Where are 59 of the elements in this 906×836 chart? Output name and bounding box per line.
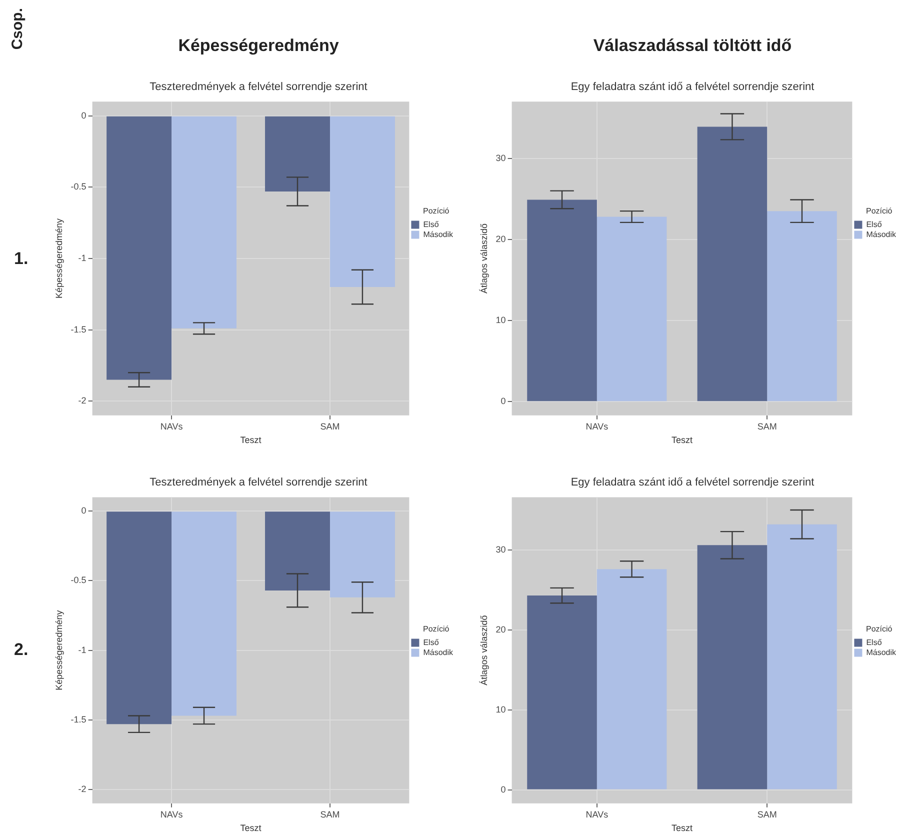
legend-label: Második bbox=[423, 230, 454, 240]
y-axis-title: Képességeredmény bbox=[54, 218, 64, 299]
y-tick-label: -2 bbox=[78, 396, 86, 406]
x-tick-label: SAM bbox=[320, 421, 340, 432]
y-tick-label: -1.5 bbox=[70, 324, 86, 334]
text: 1. bbox=[14, 248, 28, 270]
y-tick-label: -0.5 bbox=[70, 575, 86, 586]
legend-title: Pozíció bbox=[866, 624, 893, 634]
y-tick-label: 0 bbox=[81, 506, 86, 516]
y-tick-label: 10 bbox=[496, 315, 506, 326]
chart-subtitle: Egy feladatra szánt idő a felvétel sorrendje szerint bbox=[570, 81, 814, 94]
x-tick-label: NAVs bbox=[160, 421, 184, 432]
x-tick-label: SAM bbox=[757, 421, 777, 432]
x-axis-title: Teszt bbox=[672, 823, 694, 834]
y-tick-label: -1 bbox=[78, 252, 86, 263]
text: 2. bbox=[14, 639, 28, 662]
y-tick-label: 30 bbox=[496, 152, 506, 163]
y-tick-label: 30 bbox=[496, 544, 506, 554]
x-tick-label: SAM bbox=[320, 809, 340, 820]
y-tick-label: -2 bbox=[78, 784, 86, 794]
chart-title: Képességeredmény bbox=[178, 36, 340, 55]
text: Csop. bbox=[8, 8, 27, 50]
legend-title: Pozíció bbox=[422, 206, 450, 216]
y-tick-label: 10 bbox=[496, 704, 506, 714]
legend-label: Második bbox=[866, 230, 897, 240]
chart-subtitle: Teszteredmények a felvétel sorrendje szerint bbox=[150, 81, 368, 94]
y-tick-label: 0 bbox=[500, 784, 506, 794]
y-axis-title: Átlagos válaszidő bbox=[478, 615, 489, 686]
x-tick-label: NAVs bbox=[586, 421, 609, 432]
legend-label: Második bbox=[423, 648, 454, 658]
x-axis-title: Teszt bbox=[240, 435, 262, 446]
legend-label: Első bbox=[866, 220, 882, 230]
legend-label: Második bbox=[866, 648, 897, 658]
bar bbox=[767, 211, 837, 402]
bar bbox=[527, 200, 597, 402]
legend-label: Első bbox=[423, 220, 440, 230]
y-tick-label: -1 bbox=[78, 644, 86, 655]
x-tick-label: NAVs bbox=[160, 809, 184, 820]
bar bbox=[596, 216, 667, 402]
legend-label: Első bbox=[423, 638, 440, 648]
chart-title: Válaszadással töltött idő bbox=[593, 36, 792, 55]
bar bbox=[697, 126, 768, 402]
chart-title: Egy feladatra szánt idő a felvétel sorrendje szerint bbox=[570, 476, 814, 489]
chart-title: Teszteredmények a felvétel sorrendje szerint bbox=[150, 476, 368, 489]
x-tick-label: SAM bbox=[757, 809, 777, 820]
x-tick-label: NAVs bbox=[586, 809, 609, 820]
y-tick-label: -1.5 bbox=[70, 714, 86, 724]
y-axis-title: Képességeredmény bbox=[54, 610, 64, 690]
y-tick-label: 0 bbox=[81, 110, 86, 120]
y-tick-label: 0 bbox=[500, 396, 506, 406]
y-tick-label: -0.5 bbox=[70, 182, 86, 192]
x-axis-title: Teszt bbox=[672, 435, 694, 446]
legend-title: Pozíció bbox=[422, 624, 450, 634]
legend-label: Első bbox=[866, 638, 882, 648]
y-axis-title: Átlagos válaszidő bbox=[478, 223, 489, 294]
x-axis-title: Teszt bbox=[240, 823, 262, 834]
y-tick-label: 20 bbox=[496, 234, 506, 244]
y-tick-label: 20 bbox=[496, 624, 506, 634]
legend-title: Pozíció bbox=[866, 206, 893, 216]
